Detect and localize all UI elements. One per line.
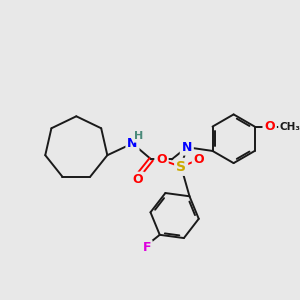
Text: O: O: [264, 120, 275, 133]
Text: O: O: [194, 153, 204, 166]
Text: N: N: [127, 137, 138, 150]
Text: O: O: [156, 153, 167, 166]
Text: N: N: [182, 141, 192, 154]
Text: O: O: [133, 173, 143, 187]
Text: CH₃: CH₃: [280, 122, 300, 132]
Text: H: H: [134, 131, 144, 141]
Text: F: F: [142, 242, 151, 254]
Text: S: S: [176, 160, 186, 174]
